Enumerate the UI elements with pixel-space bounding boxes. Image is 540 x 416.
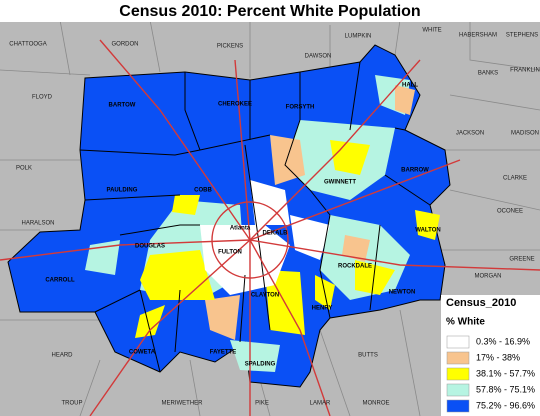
place-label: COWETA (129, 350, 156, 356)
place-label: Atlanta (230, 226, 251, 232)
place-label: CLAYTON (251, 293, 279, 299)
legend-swatch (446, 351, 470, 365)
place-label: NEWTON (389, 290, 416, 296)
place-label: FULTON (218, 250, 242, 256)
legend-swatch (446, 383, 470, 397)
place-label: FORSYTH (286, 105, 315, 111)
place-label: PAULDING (107, 188, 138, 194)
place-label: WHITE (422, 28, 441, 34)
place-label: CHEROKEE (218, 102, 252, 108)
place-label: BARROW (401, 168, 429, 174)
map-title: Census 2010: Percent White Population (119, 3, 420, 20)
title-bar (0, 0, 540, 22)
highways (0, 39, 540, 416)
place-label: JACKSON (456, 131, 484, 137)
legend-swatch (446, 367, 470, 381)
place-label: SPALDING (245, 362, 276, 368)
place-label: MERIWETHER (162, 401, 204, 407)
place-label: CLARKE (503, 176, 527, 182)
place-label: FLOYD (32, 95, 53, 101)
place-label: GORDON (112, 42, 139, 48)
place-label: GREENE (509, 257, 534, 263)
place-label: GWINNETT (324, 180, 356, 186)
place-label: HENRY (312, 306, 333, 312)
place-label: ROCKDALE (338, 264, 372, 270)
legend-label: 0.3% - 16.9% (476, 336, 530, 346)
legend-swatch (446, 335, 470, 349)
place-label: PIKE (255, 401, 269, 407)
place-label: DOUGLAS (135, 244, 165, 250)
legend: Census_2010 % White 0.3% - 16.9% 17% - 38… (441, 295, 540, 416)
place-label: CARROLL (45, 278, 75, 284)
place-label: DEKALB (263, 231, 289, 237)
legend-title: Census_2010 (446, 297, 516, 309)
place-label: COBB (194, 188, 212, 194)
place-label: HEARD (51, 353, 73, 359)
place-label: BANKS (478, 71, 498, 77)
place-label: FAYETTE (210, 350, 236, 356)
place-label: HARALSON (21, 221, 54, 227)
legend-subtitle: % White (446, 317, 485, 328)
place-label: MADISON (511, 131, 539, 137)
place-label: LAMAR (310, 401, 331, 407)
place-label: FRANKLIN (510, 68, 540, 74)
place-label: WALTON (415, 228, 440, 234)
legend-label: 57.8% - 75.1% (476, 384, 535, 394)
place-label: CHATTOOGA (9, 42, 46, 48)
county-lines (79, 61, 431, 373)
place-label: BARTOW (109, 103, 136, 109)
outer-county-lines (0, 19, 540, 416)
place-label: OCONEE (497, 209, 523, 215)
place-label: HALL (402, 83, 418, 89)
place-label: TROUP (62, 401, 83, 407)
place-label: MONROE (363, 401, 390, 407)
legend-label: 75.2% - 96.6% (476, 400, 535, 410)
place-labels: CHATTOOGA GORDON PICKENS DAWSON LUMPKIN WHITE… (9, 28, 540, 407)
place-label: BUTTS (358, 353, 378, 359)
place-label: STEPHENS (506, 33, 538, 39)
place-label: MORGAN (475, 274, 502, 280)
legend-swatch (446, 399, 470, 413)
legend-label: 17% - 38% (476, 352, 520, 362)
place-label: POLK (16, 166, 32, 172)
place-label: LUMPKIN (345, 34, 372, 40)
legend-label: 38.1% - 57.7% (476, 368, 535, 378)
place-label: PICKENS (217, 44, 243, 50)
place-label: DAWSON (305, 54, 332, 60)
place-label: HABERSHAM (459, 33, 497, 39)
